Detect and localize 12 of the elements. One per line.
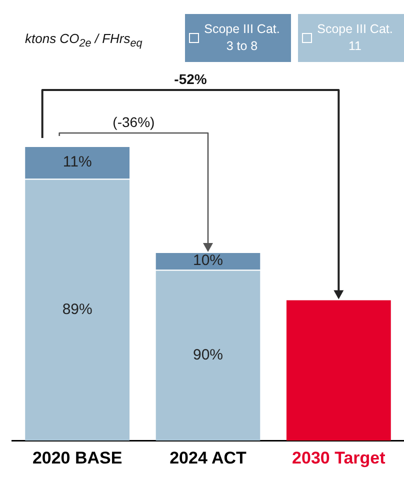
text: -52% bbox=[174, 70, 208, 87]
legend-label: Scope III Cat. 11 bbox=[316, 21, 394, 55]
text: ktons CO$_{2e}$ / FHrs$_{eq}$ bbox=[25, 31, 142, 50]
x-tick-label: 2024 ACT bbox=[170, 448, 248, 468]
annotation: 10% bbox=[192, 252, 224, 270]
text: (-36%) bbox=[112, 114, 155, 130]
annotation: 90% bbox=[192, 346, 224, 364]
x-tick-label: 2030 Target bbox=[292, 448, 386, 468]
x-tick-label: 2020 BASE bbox=[32, 448, 122, 468]
annotation: 89% bbox=[62, 300, 92, 318]
annotation: 11% bbox=[62, 153, 92, 170]
legend-label: Scope III Cat. 3 to 8 bbox=[203, 21, 281, 55]
